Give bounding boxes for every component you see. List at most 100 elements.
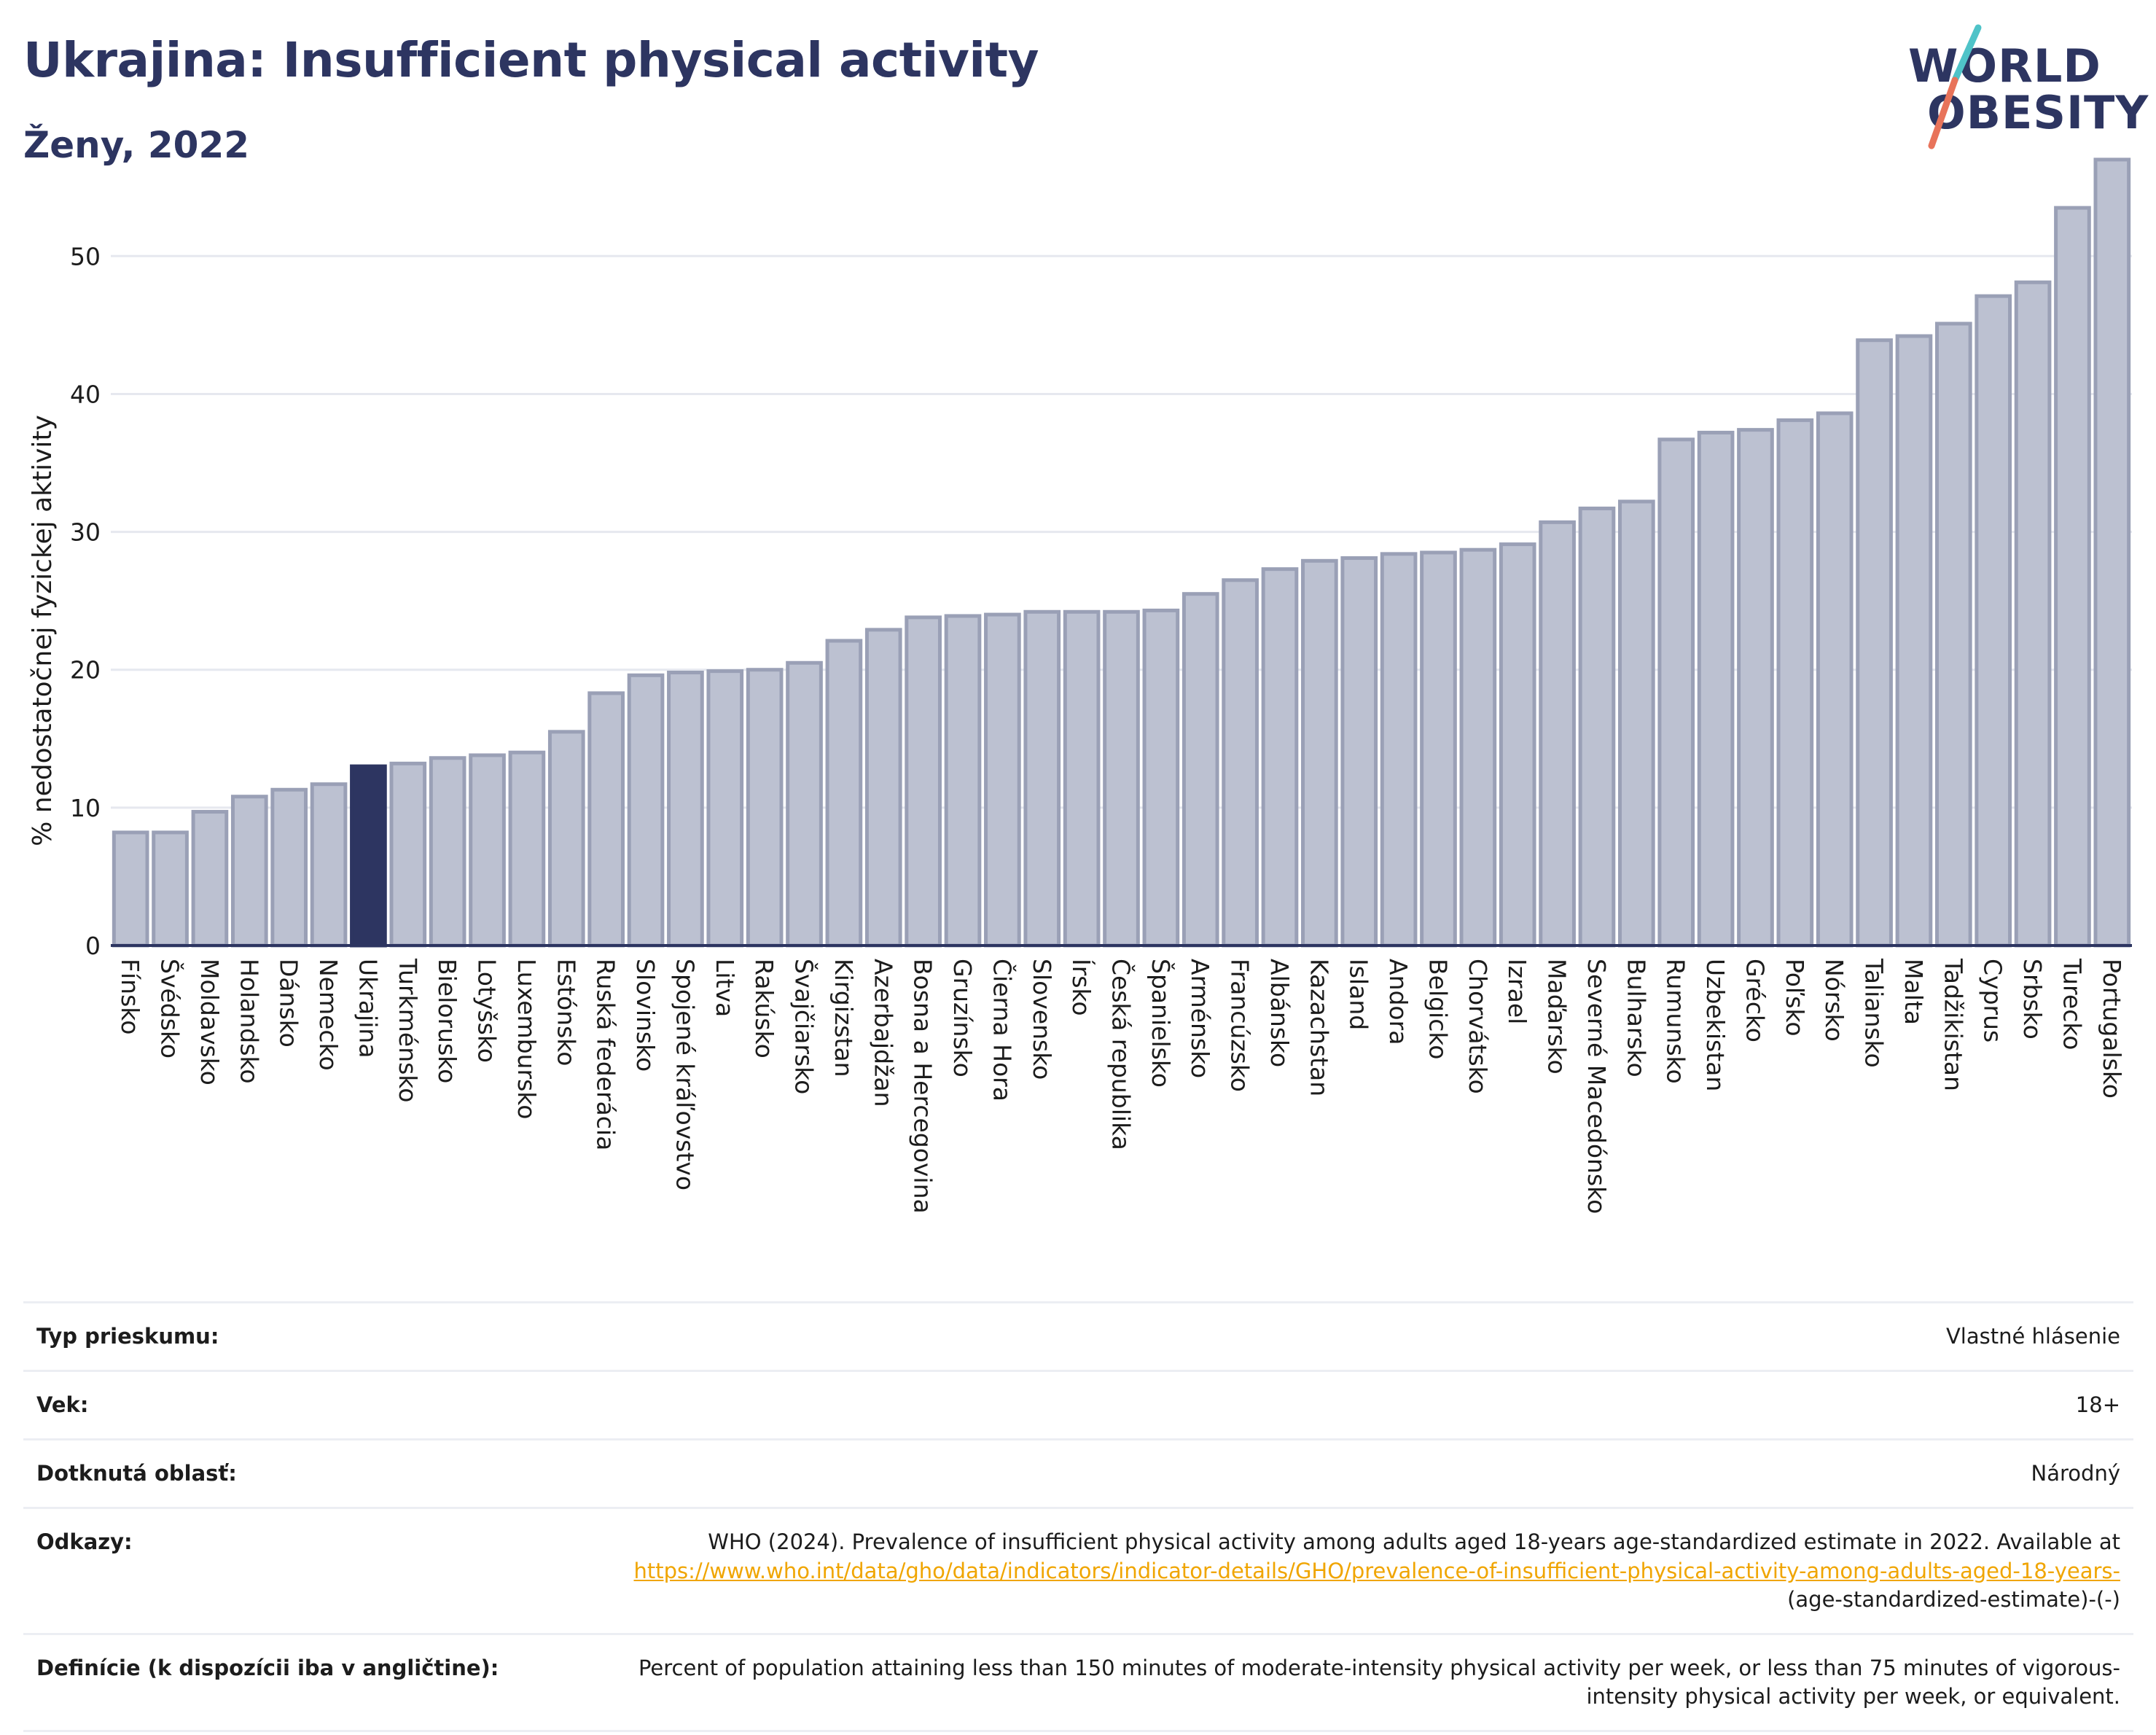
info-row-age: Vek: 18+ (23, 1370, 2133, 1441)
x-tick-label: Dánsko (275, 959, 303, 1048)
x-tick-label: Ukrajina (354, 959, 382, 1058)
x-tick-label: Švajčiarsko (790, 959, 819, 1094)
x-tick-label: Rakúsko (750, 959, 778, 1058)
bar (389, 761, 427, 948)
x-tick-label: Turecko (2058, 958, 2086, 1050)
bar (152, 830, 189, 948)
bar-highlight (350, 764, 387, 948)
bar (310, 782, 348, 948)
bar (1142, 608, 1180, 948)
bar (1539, 520, 1576, 948)
bar (1578, 506, 1616, 948)
info-row-definition: Definície (k dispozícii iba v angličtine… (23, 1632, 2133, 1733)
bar (1856, 338, 1893, 948)
x-tick-label: Írsko (1067, 959, 1096, 1016)
info-key: Definície (k dispozícii iba v angličtine… (23, 1632, 618, 1733)
x-tick-label: Island (1345, 959, 1373, 1030)
x-tick-label: Spojené kráľovstvo (671, 959, 699, 1190)
x-tick-label: Azerbajdžan (869, 959, 897, 1107)
x-tick-label: Turkménsko (394, 958, 422, 1102)
chart-title: Ukrajina: Insufficient physical activity (23, 32, 1039, 88)
x-tick-label: Litva (711, 959, 739, 1017)
info-value: 18+ (618, 1370, 2133, 1441)
y-tick-label: 10 (70, 794, 101, 822)
y-tick-label: 50 (70, 242, 101, 270)
bar (1776, 418, 1814, 948)
info-table: Typ prieskumu: Vlastné hlásenie Vek: 18+… (23, 1301, 2133, 1733)
bar (1618, 499, 1655, 948)
bar (587, 691, 625, 948)
bar (1420, 550, 1457, 948)
x-tick-label: Slovensko (1028, 959, 1056, 1080)
x-tick-label: Portugalsko (2098, 959, 2126, 1099)
bar (1222, 578, 1259, 948)
reference-link[interactable]: https://www.who.int/data/gho/data/indica… (633, 1558, 2120, 1583)
bar (1697, 430, 1735, 948)
x-tick-label: Česká republika (1107, 959, 1136, 1150)
bar (191, 810, 229, 948)
x-tick-label: Bielorusko (433, 959, 461, 1083)
info-value: WHO (2024). Prevalence of insufficient p… (618, 1507, 2133, 1635)
x-tick-label: Srbsko (2018, 959, 2047, 1040)
info-key: Dotknutá oblasť: (23, 1438, 618, 1510)
bar (1737, 428, 1774, 948)
bar (2054, 206, 2091, 948)
bar (230, 795, 268, 948)
bar (1459, 547, 1497, 948)
logo-word-1: WORLD (1908, 39, 2101, 93)
x-tick-label: Moldavsko (195, 959, 224, 1085)
info-value: Národný (618, 1438, 2133, 1510)
x-tick-label: Cyprus (1979, 959, 2007, 1042)
bar (706, 669, 744, 948)
bar (547, 730, 585, 948)
x-tick-label: Severné Macedónsko (1582, 959, 1611, 1214)
bar (825, 639, 863, 948)
bar (270, 787, 308, 948)
info-row-survey: Typ prieskumu: Vlastné hlásenie (23, 1301, 2133, 1373)
x-tick-label: Lotyšsko (473, 959, 501, 1063)
x-tick-label: Maďarsko (1543, 959, 1571, 1075)
x-tick-label: Fínsko (116, 959, 144, 1034)
bar (1063, 609, 1101, 948)
x-tick-label: Rumunsko (1662, 959, 1690, 1084)
x-tick-labels: Fínsko Švédsko Moldavsko Holandsko Dánsko Nem… (116, 958, 2126, 1214)
bar (1261, 567, 1299, 948)
bar (1657, 437, 1695, 948)
x-tick-label: Gruzínsko (948, 959, 977, 1077)
y-axis-title: % nedostatočnej fyzickej aktivity (28, 415, 58, 846)
bar-chart: 0 10 20 30 40 50 Fínsko Švédsko Moldavsko Holand… (28, 157, 2132, 1214)
info-key: Vek: (23, 1370, 618, 1441)
bar (746, 668, 784, 948)
bar (1340, 556, 1378, 948)
x-tick-label: Francúzsko (1226, 959, 1254, 1092)
y-tick-label: 40 (70, 380, 101, 408)
x-tick-label: Uzbekistan (1701, 959, 1730, 1091)
bar (1181, 592, 1219, 948)
bar (1380, 552, 1418, 948)
bar (1301, 558, 1338, 948)
bar (1103, 609, 1140, 948)
x-tick-label: Poľsko (1781, 959, 1809, 1037)
x-tick-label: Bulharsko (1622, 959, 1650, 1077)
reference-suffix: (age-standardized-estimate)-(-) (1787, 1586, 2120, 1612)
bar (944, 614, 982, 948)
bar (469, 753, 506, 948)
x-tick-label: Arménsko (1186, 959, 1214, 1078)
x-tick-label: Nórsko (1820, 959, 1848, 1042)
chart-subtitle: Ženy, 2022 (23, 124, 250, 166)
bar (1816, 411, 1854, 948)
y-tick-label: 20 (70, 656, 101, 685)
x-tick-label: Chorvátsko (1464, 959, 1492, 1094)
bar (429, 756, 466, 948)
logo-slash-icon (1928, 24, 1982, 149)
info-row-references: Odkazy: WHO (2024). Prevalence of insuff… (23, 1507, 2133, 1635)
bar (864, 628, 902, 948)
info-row-area: Dotknutá oblasť: Národný (23, 1438, 2133, 1510)
bar (905, 615, 942, 948)
x-tick-label: Švédsko (156, 959, 185, 1058)
bar (627, 673, 665, 948)
bar (1023, 609, 1061, 948)
world-obesity-logo: WORLD OBESITY (1895, 22, 2148, 160)
info-value: Vlastné hlásenie (618, 1301, 2133, 1373)
x-tick-label: Estónsko (552, 959, 580, 1066)
